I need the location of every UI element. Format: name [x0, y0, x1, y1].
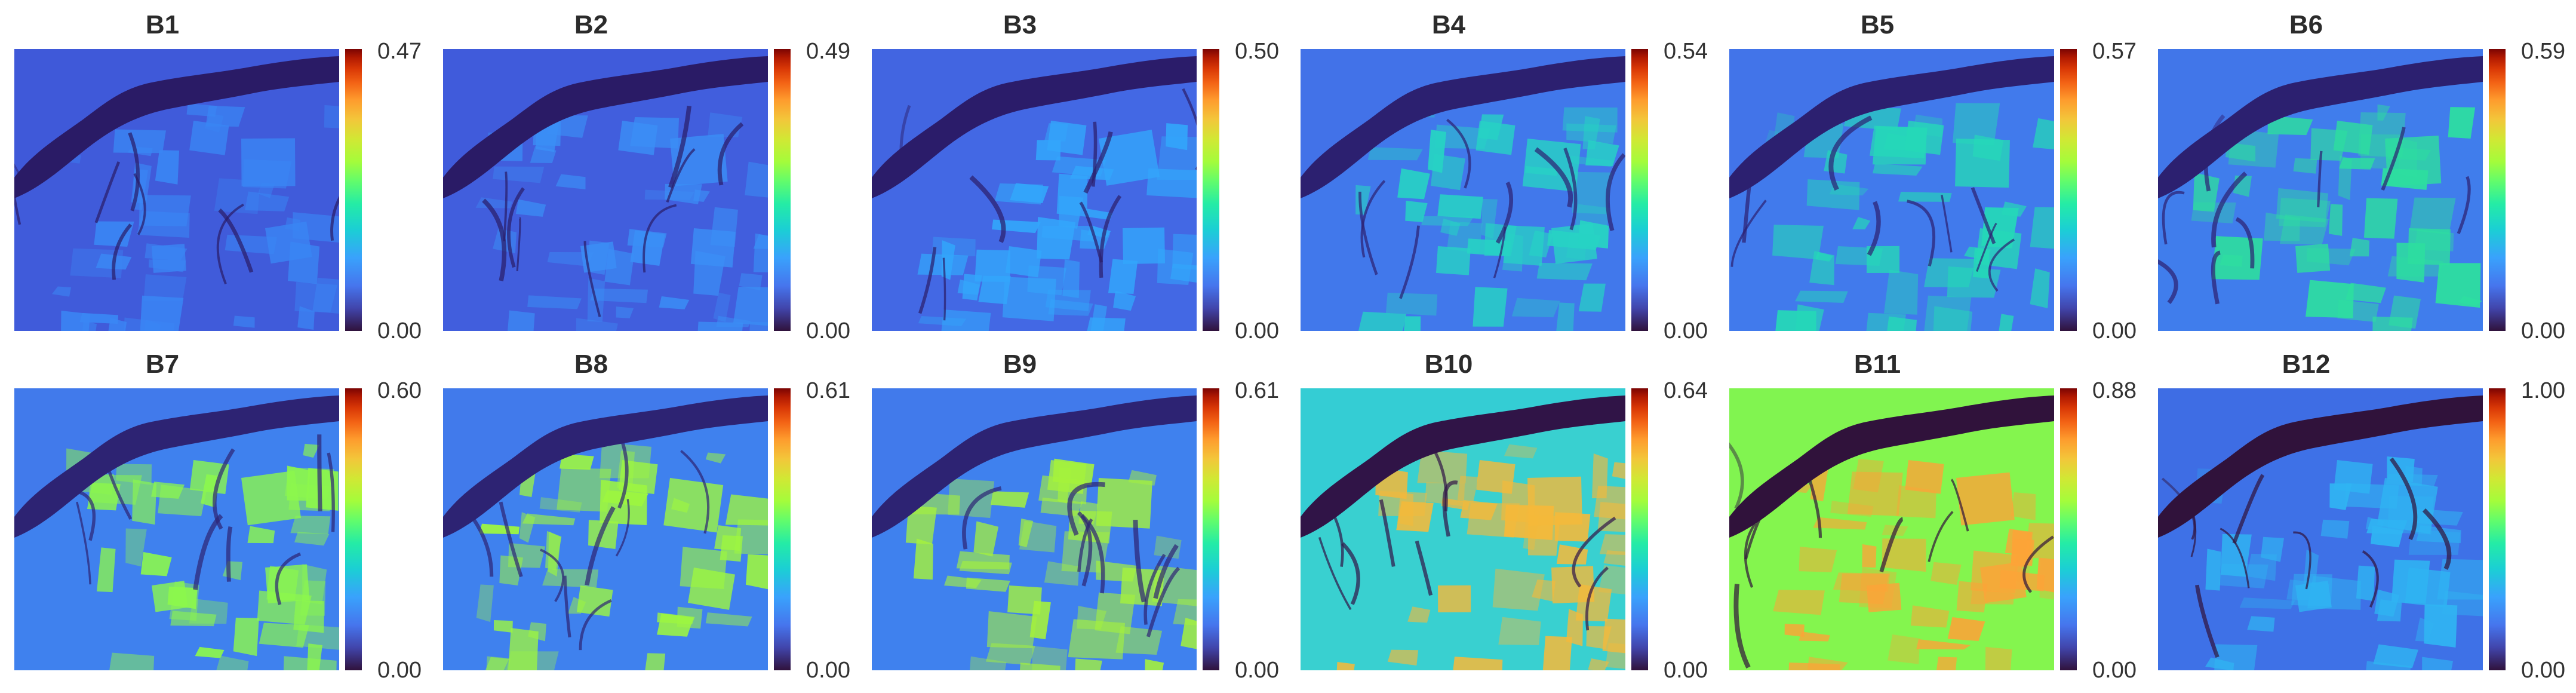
band-title: B10 — [1424, 349, 1473, 379]
colorbar-min-label: 0.00 — [1235, 318, 1279, 344]
colorbar-min-label: 0.00 — [2092, 318, 2137, 344]
band-image — [443, 388, 768, 670]
colorbar — [2489, 49, 2506, 331]
colorbar — [345, 388, 362, 670]
band-panel: B5 0.57 0.00 — [1715, 6, 2144, 344]
colorbar — [1203, 388, 1219, 670]
colorbar — [2060, 49, 2077, 331]
colorbar-max-label: 0.47 — [377, 39, 422, 64]
colorbar — [2060, 388, 2077, 670]
colorbar — [774, 49, 791, 331]
band-panel: B12 1.00 0.00 — [2144, 345, 2572, 683]
band-image — [14, 49, 339, 331]
colorbar-min-label: 0.00 — [1664, 318, 1708, 344]
band-panel: B2 0.49 0.00 — [429, 6, 857, 344]
colorbar — [1631, 388, 1648, 670]
band-image — [872, 49, 1197, 331]
band-title: B9 — [1003, 349, 1037, 379]
band-panel: B1 0.47 0.00 — [0, 6, 429, 344]
colorbar-max-label: 0.59 — [2521, 39, 2565, 64]
band-image — [2158, 388, 2483, 670]
band-title: B1 — [145, 10, 180, 39]
band-title: B4 — [1431, 10, 1466, 39]
band-title: B2 — [574, 10, 608, 39]
band-title: B12 — [2282, 349, 2331, 379]
band-title: B11 — [1853, 349, 1901, 379]
band-title: B5 — [1860, 10, 1895, 39]
band-image — [1301, 49, 1625, 331]
colorbar — [1631, 49, 1648, 331]
band-title: B6 — [2289, 10, 2323, 39]
band-panel: B9 0.61 0.00 — [857, 345, 1286, 683]
band-panel: B7 0.60 0.00 — [0, 345, 429, 683]
colorbar-min-label: 0.00 — [1664, 658, 1708, 683]
colorbar — [1203, 49, 1219, 331]
band-title: B7 — [145, 349, 180, 379]
colorbar-max-label: 0.50 — [1235, 39, 1279, 64]
band-image — [1729, 388, 2054, 670]
colorbar-max-label: 0.60 — [377, 378, 422, 403]
band-panel: B11 0.88 0.00 — [1715, 345, 2144, 683]
colorbar-max-label: 0.64 — [1664, 378, 1708, 403]
colorbar — [345, 49, 362, 331]
colorbar-min-label: 0.00 — [377, 318, 422, 344]
colorbar-min-label: 0.00 — [2092, 658, 2137, 683]
band-title: B8 — [574, 349, 608, 379]
colorbar-min-label: 0.00 — [2521, 658, 2565, 683]
band-title: B3 — [1003, 10, 1037, 39]
band-panel: B6 0.59 0.00 — [2144, 6, 2572, 344]
band-image — [872, 388, 1197, 670]
colorbar — [2489, 388, 2506, 670]
colorbar-min-label: 0.00 — [377, 658, 422, 683]
colorbar-max-label: 0.61 — [806, 378, 850, 403]
colorbar-max-label: 0.57 — [2092, 39, 2137, 64]
band-panel: B3 0.50 0.00 — [857, 6, 1286, 344]
band-panel: B4 0.54 0.00 — [1286, 6, 1715, 344]
band-panel: B8 0.61 0.00 — [429, 345, 857, 683]
colorbar-min-label: 0.00 — [1235, 658, 1279, 683]
colorbar-min-label: 0.00 — [2521, 318, 2565, 344]
band-image — [1729, 49, 2054, 331]
band-image — [14, 388, 339, 670]
colorbar-min-label: 0.00 — [806, 318, 850, 344]
colorbar-max-label: 0.88 — [2092, 378, 2137, 403]
colorbar-max-label: 0.54 — [1664, 39, 1708, 64]
colorbar-max-label: 0.61 — [1235, 378, 1279, 403]
band-image — [443, 49, 768, 331]
band-panel: B10 0.64 0.00 — [1286, 345, 1715, 683]
band-image — [2158, 49, 2483, 331]
colorbar-min-label: 0.00 — [806, 658, 850, 683]
colorbar-max-label: 0.49 — [806, 39, 850, 64]
colorbar-max-label: 1.00 — [2521, 378, 2565, 403]
band-image — [1301, 388, 1625, 670]
colorbar — [774, 388, 791, 670]
